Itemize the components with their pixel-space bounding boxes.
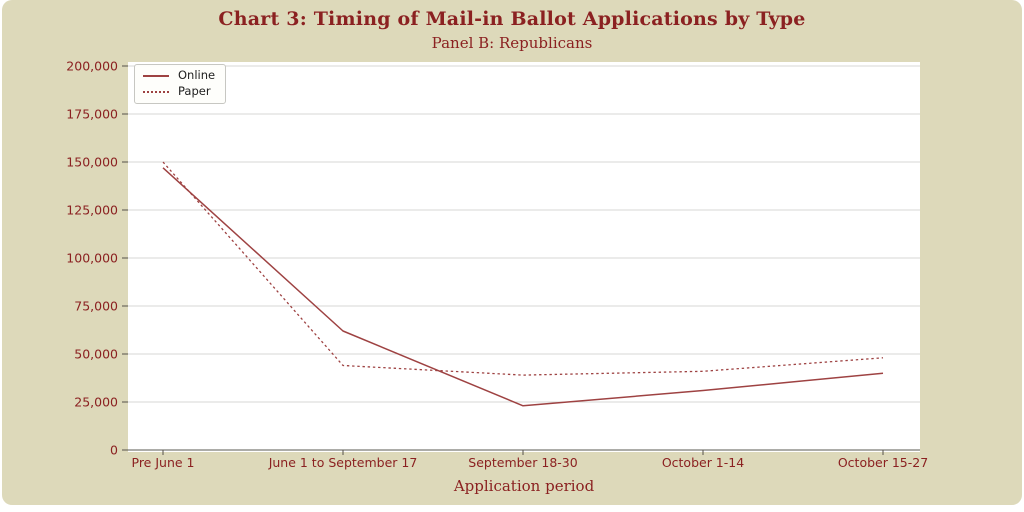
- legend-item-paper: Paper: [143, 85, 215, 98]
- plot-background: [128, 62, 920, 452]
- x-axis-tick-label: October 15-27: [838, 455, 928, 470]
- legend-label-online: Online: [178, 68, 216, 82]
- x-axis-tick-label: June 1 to September 17: [268, 455, 418, 470]
- y-axis-tick-label: 25,000: [74, 394, 118, 409]
- y-axis-tick-label: 200,000: [66, 58, 118, 73]
- x-axis-tick-label: Pre June 1: [132, 455, 195, 470]
- legend-item-online: Online: [143, 69, 215, 82]
- chart-title: Chart 3: Timing of Mail-in Ballot Applic…: [218, 8, 806, 30]
- y-axis-tick-label: 175,000: [66, 106, 118, 121]
- paper-line-sample-icon: [143, 90, 169, 93]
- legend: Online Paper: [134, 64, 227, 104]
- x-axis-title: Application period: [453, 477, 595, 495]
- y-axis-tick-label: 50,000: [74, 346, 118, 361]
- y-axis-tick-label: 100,000: [66, 250, 118, 265]
- series-line-paper: [162, 161, 884, 376]
- y-axis-tick-label: 0: [110, 442, 118, 457]
- series-line-online: [162, 167, 884, 407]
- y-axis-tick-label: 150,000: [66, 154, 118, 169]
- chart-subtitle: Panel B: Republicans: [431, 34, 593, 52]
- online-line-sample-icon: [143, 74, 169, 77]
- legend-label-paper: Paper: [178, 84, 211, 98]
- y-axis-tick-label: 75,000: [74, 298, 118, 313]
- y-axis-tick-label: 125,000: [66, 202, 118, 217]
- x-axis-tick-label: October 1-14: [662, 455, 744, 470]
- x-axis-tick-label: September 18-30: [468, 455, 577, 470]
